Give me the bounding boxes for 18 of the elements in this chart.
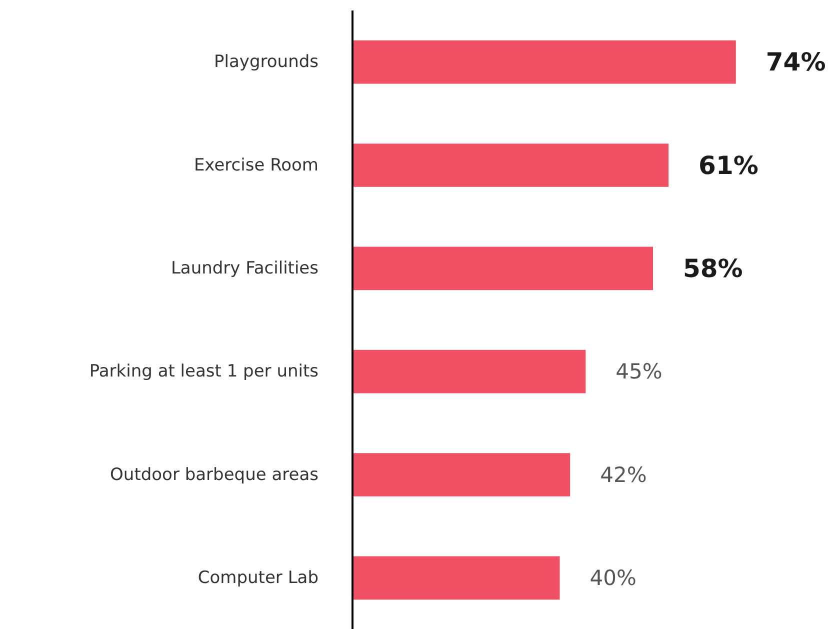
y-tick-label: Computer Lab — [198, 568, 318, 588]
bar — [352, 556, 560, 600]
bar — [352, 40, 736, 84]
data-label: 45% — [616, 360, 662, 384]
data-label: 61% — [698, 150, 758, 180]
data-label: 58% — [683, 254, 743, 283]
y-tick-label: Laundry Facilities — [170, 258, 319, 278]
data-label: 42% — [600, 462, 647, 487]
data-label: 74% — [766, 48, 826, 77]
bar — [352, 350, 586, 394]
bar — [352, 144, 669, 187]
y-tick-label: Outdoor barbeque areas — [110, 464, 319, 485]
bar — [352, 453, 570, 496]
data-label: 40% — [590, 566, 636, 590]
y-tick-label: Parking at least 1 per units — [89, 362, 319, 382]
y-tick-label: Playgrounds — [214, 52, 319, 72]
y-tick-label: Exercise Room — [194, 155, 319, 176]
bar — [352, 246, 653, 290]
